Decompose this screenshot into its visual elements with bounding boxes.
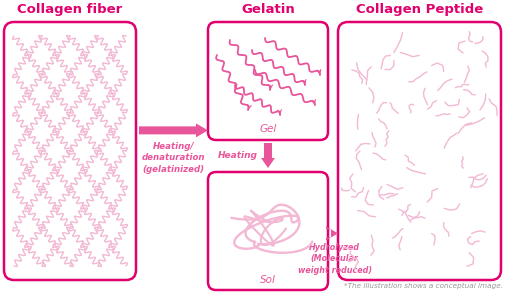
Text: Collagen fiber: Collagen fiber: [17, 3, 123, 16]
FancyArrow shape: [139, 123, 208, 137]
FancyBboxPatch shape: [208, 22, 328, 140]
Text: *The illustration shows a conceptual image.: *The illustration shows a conceptual ima…: [344, 283, 503, 289]
Text: Heating: Heating: [218, 151, 258, 160]
Text: Gel: Gel: [260, 124, 277, 134]
FancyArrow shape: [261, 143, 275, 168]
FancyBboxPatch shape: [4, 22, 136, 280]
Text: Collagen Peptide: Collagen Peptide: [356, 3, 483, 16]
Text: Heating/
denaturation
(gelatinized): Heating/ denaturation (gelatinized): [142, 142, 205, 173]
Text: Hydrolyzed
(Molecular
weight reduced): Hydrolyzed (Molecular weight reduced): [298, 243, 372, 275]
FancyBboxPatch shape: [338, 22, 501, 280]
FancyArrow shape: [326, 226, 338, 240]
Text: Sol: Sol: [260, 275, 276, 285]
Text: Gelatin: Gelatin: [241, 3, 295, 16]
FancyBboxPatch shape: [208, 172, 328, 290]
